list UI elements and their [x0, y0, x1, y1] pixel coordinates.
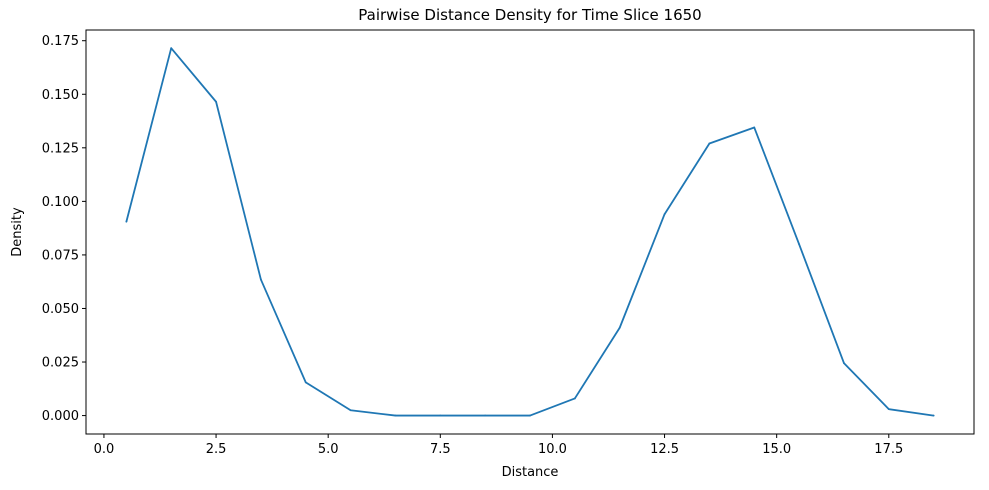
data-point — [349, 409, 352, 412]
data-point — [170, 47, 173, 50]
y-axis-label: Density — [10, 207, 25, 257]
y-tick-label: 0.150 — [42, 88, 79, 103]
x-tick-label: 10.0 — [538, 442, 567, 457]
x-tick-label: 0.0 — [94, 442, 115, 457]
y-tick-label: 0.100 — [42, 195, 79, 210]
y-tick-label: 0.000 — [42, 409, 79, 424]
data-point — [304, 381, 307, 384]
x-tick-label: 5.0 — [318, 442, 339, 457]
x-axis-label: Distance — [502, 465, 559, 480]
data-point — [215, 100, 217, 103]
data-point — [932, 414, 935, 417]
chart-title: Pairwise Distance Density for Time Slice… — [358, 6, 701, 24]
data-point — [887, 408, 890, 411]
data-point — [663, 213, 666, 216]
y-tick-label: 0.125 — [42, 141, 79, 156]
y-tick-label: 0.075 — [42, 248, 79, 263]
series-line — [125, 47, 934, 417]
y-tick-label: 0.025 — [42, 356, 79, 371]
data-point — [260, 278, 262, 281]
data-point — [529, 414, 531, 417]
data-point — [484, 414, 487, 417]
data-point — [394, 414, 397, 417]
data-point — [439, 414, 442, 417]
y-tick-label: 0.050 — [42, 302, 79, 317]
y-tick-label: 0.175 — [42, 34, 79, 49]
x-tick-label: 15.0 — [762, 442, 791, 457]
data-point — [843, 362, 845, 364]
data-point — [618, 326, 621, 329]
data-point — [798, 243, 800, 246]
data-point — [708, 142, 711, 145]
x-tick-label: 12.5 — [650, 442, 679, 457]
x-tick-label: 2.5 — [206, 442, 227, 457]
y-axis-ticks: 0.000 0.025 0.050 0.075 0.100 0.125 0.150 0.175 — [42, 34, 86, 424]
x-tick-label: 7.5 — [430, 442, 451, 457]
data-point — [125, 220, 128, 223]
plot-frame — [85, 29, 975, 435]
data-point — [753, 126, 756, 129]
data-point — [573, 397, 576, 400]
x-axis-ticks: 0.0 2.5 5.0 7.5 10.0 12.5 15.0 17.5 — [94, 434, 903, 457]
x-tick-label: 17.5 — [874, 442, 903, 457]
series-layer — [125, 47, 935, 417]
